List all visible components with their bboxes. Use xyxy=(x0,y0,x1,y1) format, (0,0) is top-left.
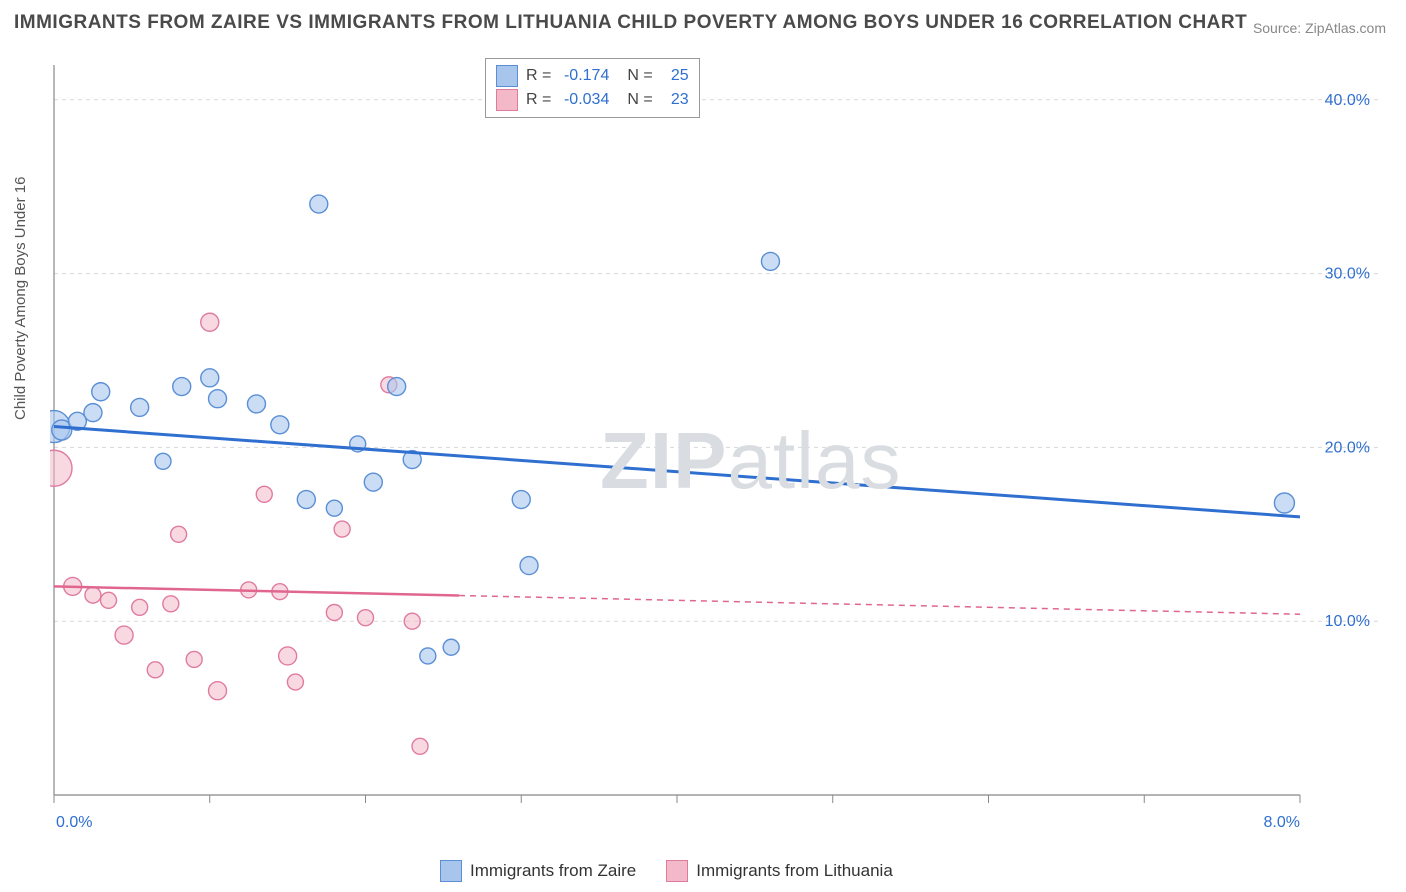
data-point xyxy=(201,369,219,387)
data-point xyxy=(101,592,117,608)
data-point xyxy=(761,252,779,270)
data-point xyxy=(271,416,289,434)
stat-n-label: N = xyxy=(627,91,652,109)
data-point xyxy=(85,587,101,603)
data-point xyxy=(326,500,342,516)
legend-label: Immigrants from Lithuania xyxy=(696,861,893,881)
x-tick-label: 0.0% xyxy=(56,814,92,831)
y-axis-label: Child Poverty Among Boys Under 16 xyxy=(12,177,29,420)
data-point xyxy=(287,674,303,690)
source-attribution: Source: ZipAtlas.com xyxy=(1253,20,1386,36)
data-point xyxy=(171,526,187,542)
trend-line xyxy=(54,427,1300,517)
scatter-svg: 10.0% 20.0% 30.0% 40.0% 0.0% 8.0% xyxy=(50,55,1380,835)
legend-swatch xyxy=(496,89,518,111)
data-point xyxy=(326,605,342,621)
data-point xyxy=(310,195,328,213)
data-point xyxy=(186,651,202,667)
data-point xyxy=(201,313,219,331)
stat-r-label: R = xyxy=(526,67,551,85)
legend-label: Immigrants from Zaire xyxy=(470,861,636,881)
data-point xyxy=(132,599,148,615)
stat-r-label: R = xyxy=(526,91,551,109)
y-tick-label: 40.0% xyxy=(1325,92,1370,109)
data-point xyxy=(256,486,272,502)
stat-n-label: N = xyxy=(627,67,652,85)
data-point xyxy=(173,378,191,396)
data-point xyxy=(364,473,382,491)
data-point xyxy=(412,738,428,754)
series-legend: Immigrants from Zaire Immigrants from Lit… xyxy=(440,860,893,882)
data-point xyxy=(1274,493,1294,513)
stat-n-value: 25 xyxy=(661,67,689,85)
data-point xyxy=(520,557,538,575)
chart-plot-area: 10.0%20.0%30.0%40.0%0.0%8.0% ZIPatlas R … xyxy=(50,55,1380,835)
stat-r-value: -0.034 xyxy=(559,91,609,109)
data-point xyxy=(247,395,265,413)
data-point xyxy=(84,404,102,422)
y-tick-label: 30.0% xyxy=(1325,266,1370,283)
data-point xyxy=(404,613,420,629)
x-tick-label: 8.0% xyxy=(1264,814,1300,831)
legend-swatch xyxy=(666,860,688,882)
trend-line-extrapolated xyxy=(459,595,1300,614)
data-point xyxy=(50,450,72,486)
data-point xyxy=(334,521,350,537)
y-tick-label: 10.0% xyxy=(1325,613,1370,630)
data-point xyxy=(115,626,133,644)
data-point xyxy=(163,596,179,612)
chart-title: IMMIGRANTS FROM ZAIRE VS IMMIGRANTS FROM… xyxy=(14,12,1247,34)
data-point xyxy=(147,662,163,678)
data-point xyxy=(420,648,436,664)
legend-item: Immigrants from Zaire xyxy=(440,860,636,882)
data-point xyxy=(209,390,227,408)
correlation-legend-box: R = -0.174 N = 25 R = -0.034 N = 23 xyxy=(485,58,700,118)
legend-swatch xyxy=(440,860,462,882)
data-point xyxy=(443,639,459,655)
data-point xyxy=(92,383,110,401)
data-point xyxy=(297,491,315,509)
correlation-legend-row: R = -0.034 N = 23 xyxy=(496,89,689,111)
data-point xyxy=(155,453,171,469)
data-point xyxy=(131,398,149,416)
correlation-legend-row: R = -0.174 N = 25 xyxy=(496,65,689,87)
data-point xyxy=(388,378,406,396)
data-point xyxy=(512,491,530,509)
legend-swatch xyxy=(496,65,518,87)
data-point xyxy=(209,682,227,700)
stat-r-value: -0.174 xyxy=(559,67,609,85)
legend-item: Immigrants from Lithuania xyxy=(666,860,893,882)
data-point xyxy=(358,610,374,626)
data-point xyxy=(279,647,297,665)
stat-n-value: 23 xyxy=(661,91,689,109)
y-tick-label: 20.0% xyxy=(1325,439,1370,456)
